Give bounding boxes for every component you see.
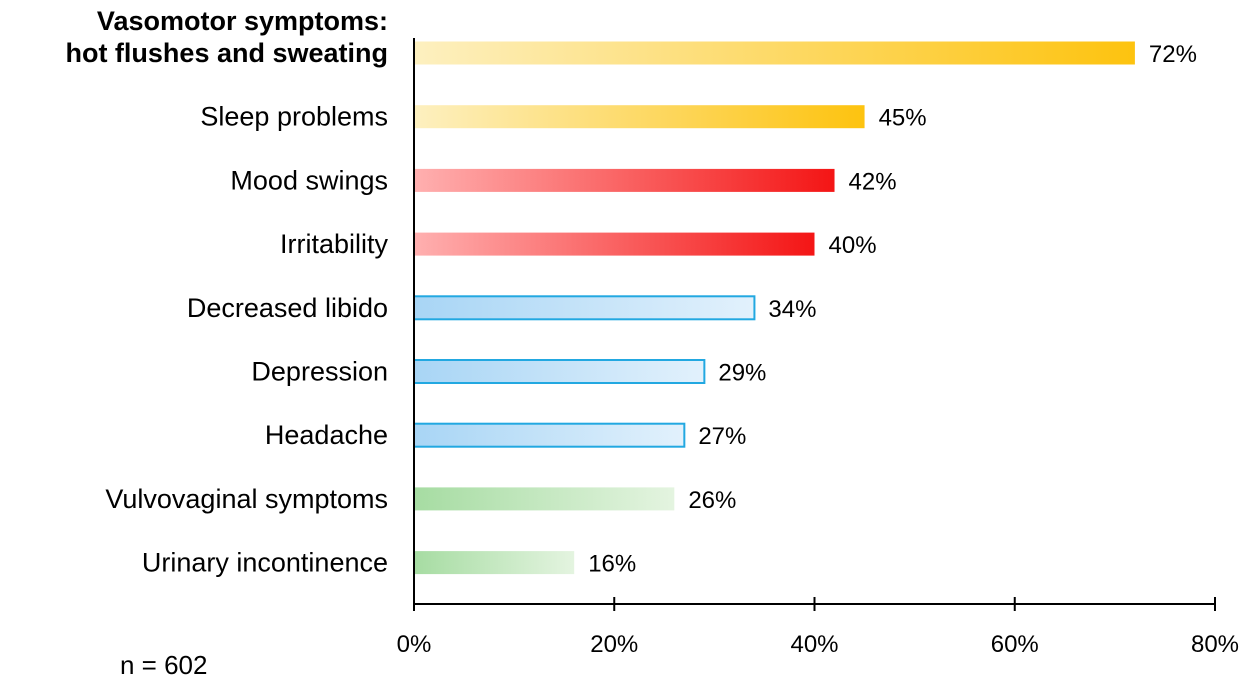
value-label-1: 72% <box>1149 41 1197 68</box>
x-tick-label-3: 40% <box>790 631 838 658</box>
category-label-4: Irritability <box>280 229 389 259</box>
value-label-9: 16% <box>588 551 636 578</box>
value-label-8: 26% <box>688 487 736 514</box>
value-label-7: 27% <box>698 423 746 450</box>
category-label-3: Mood swings <box>230 165 388 195</box>
bar-8 <box>414 487 675 511</box>
category-label-8: Vulvovaginal symptoms <box>105 484 388 514</box>
x-tick-label-4: 60% <box>991 631 1039 658</box>
x-tick-label-5: 80% <box>1191 631 1239 658</box>
bar-6 <box>413 359 706 384</box>
value-label-6: 29% <box>718 360 766 387</box>
value-label-2: 45% <box>879 105 927 132</box>
value-labels: 72% 45% 42% 40% 34% 29% 27% 26% 16% <box>588 41 1197 578</box>
bars-layer <box>413 41 1135 575</box>
category-label-5: Decreased libido <box>187 293 388 323</box>
value-label-4: 40% <box>829 232 877 259</box>
category-label-9: Urinary incontinence <box>142 548 388 578</box>
x-tick-label-2: 20% <box>590 631 638 658</box>
bar-7 <box>413 422 686 448</box>
bar-1 <box>414 41 1135 65</box>
value-label-3: 42% <box>849 168 897 195</box>
category-label-6: Depression <box>251 357 388 387</box>
category-label-7: Headache <box>265 420 388 450</box>
x-axis: 0% 20% 40% 60% 80% <box>397 597 1239 658</box>
sample-size-note: n = 602 <box>120 650 208 680</box>
bar-4 <box>414 232 815 256</box>
bar-9 <box>414 551 575 575</box>
category-label-1: Vasomotor symptoms: hot flushes and sweat… <box>65 6 388 68</box>
x-tick-label-1: 0% <box>397 631 432 658</box>
category-label-2: Sleep problems <box>200 102 388 132</box>
bar-2 <box>414 105 865 129</box>
bar-5 <box>413 295 756 321</box>
category-labels: Vasomotor symptoms: hot flushes and sweat… <box>65 6 388 578</box>
value-label-5: 34% <box>768 296 816 323</box>
bar-3 <box>414 168 835 192</box>
